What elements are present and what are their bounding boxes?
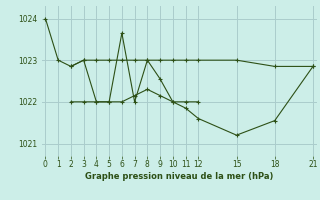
X-axis label: Graphe pression niveau de la mer (hPa): Graphe pression niveau de la mer (hPa): [85, 172, 273, 181]
